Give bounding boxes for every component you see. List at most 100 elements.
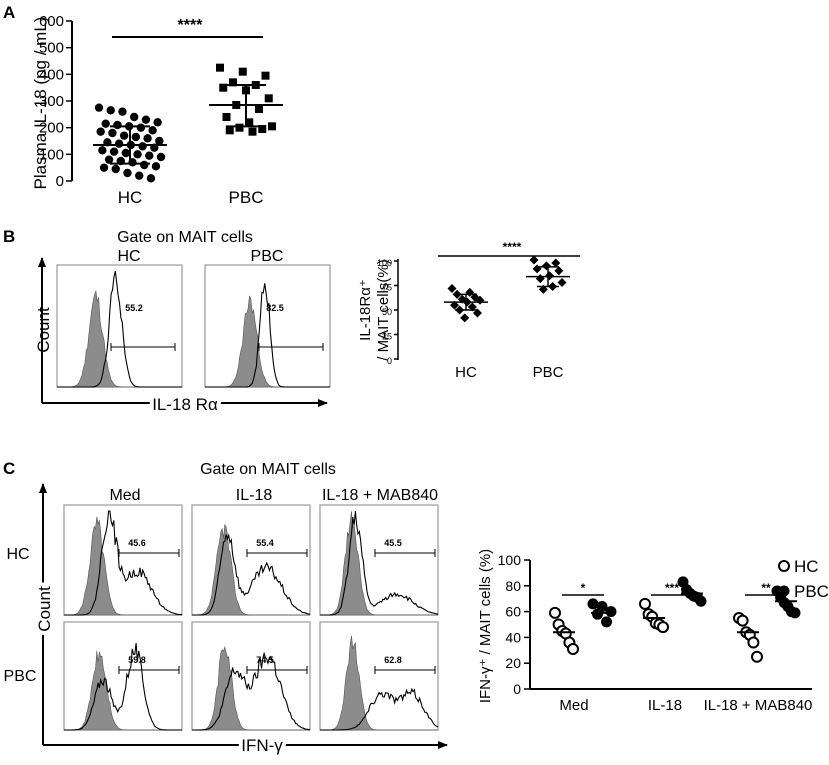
- gate-percent: 55.2: [125, 303, 143, 313]
- panel-a-category-hc: HC: [118, 188, 143, 207]
- gate-percent: 82.5: [266, 303, 284, 313]
- hc-point: [639, 597, 651, 610]
- pbc-point: [264, 94, 273, 103]
- hc-point: [657, 621, 669, 634]
- hc-point: [109, 147, 119, 156]
- hc-point: [114, 139, 124, 148]
- panel-c-significance-med: *: [581, 581, 586, 595]
- control-histogram: [320, 635, 438, 731]
- histogram-frame: [319, 621, 439, 731]
- pbc-point: [248, 127, 257, 136]
- y-tick-label: 40: [505, 629, 521, 645]
- pbc-point: [255, 105, 263, 113]
- panel-a-y-label: Plasma IL-18 (pg / mL): [31, 17, 50, 190]
- pbc-point: [557, 278, 567, 288]
- hc-point: [108, 128, 117, 138]
- legend-label-pbc: PBC: [794, 582, 829, 601]
- panel-c-histograms: Gate on MAIT cells Med IL-18 IL-18 + MAB…: [4, 461, 448, 759]
- panel-label-b: B: [3, 227, 15, 246]
- panel-a-significance: ****: [178, 17, 204, 34]
- hc-point: [146, 174, 156, 183]
- panel-c-legend: HC PBC: [778, 557, 829, 601]
- pbc-point: [535, 274, 545, 284]
- pbc-point: [545, 271, 555, 281]
- panel-c-significance-il18: ***: [665, 581, 679, 595]
- pbc-point: [695, 595, 707, 607]
- hc-point: [104, 155, 114, 164]
- panel-c-points: [549, 576, 801, 663]
- pbc-point: [235, 123, 244, 132]
- panel-b-hist-label-pbc: PBC: [251, 248, 284, 265]
- pbc-point: [605, 606, 617, 618]
- panel-b-histogram-pbc: 82.5: [204, 264, 331, 388]
- control-histogram: [192, 523, 310, 616]
- histogram-frame: [63, 504, 183, 616]
- hc-point: [460, 313, 470, 323]
- hc-point: [123, 168, 132, 178]
- panel-b-x-label: IL-18 Rα: [152, 395, 218, 414]
- panel-b-scatter-chart: 0 25 50 75 100 IL-18Rα⁺ / MAIT cells(%) HC P…: [357, 240, 580, 381]
- pbc-point: [245, 118, 254, 127]
- hc-point: [138, 142, 147, 151]
- panel-c-histogram-hc-mab840: 45.5: [319, 504, 439, 616]
- y-tick-label: 500: [39, 40, 64, 57]
- pbc-point: [554, 266, 564, 276]
- hc-point: [136, 123, 146, 132]
- pbc-point: [529, 255, 539, 265]
- panel-c-y-ticks: 0 20 40 60 80 100: [498, 552, 530, 697]
- hc-point: [153, 118, 162, 127]
- hc-point: [151, 162, 161, 171]
- panel-a-y-ticks: 0 100 200 300 400 500 600: [39, 13, 72, 190]
- y-tick-label: 100: [39, 146, 64, 163]
- hc-point: [118, 107, 127, 116]
- pbc-point: [229, 78, 237, 87]
- panel-c-histogram-pbc-il18: 74.5: [191, 621, 311, 731]
- sample-histogram: [64, 643, 182, 731]
- panel-a-chart: 0 100 200 300 400 500 600 Plasma IL-18 (pg / m…: [31, 13, 283, 207]
- panel-c-gate-title: Gate on MAIT cells: [200, 461, 336, 478]
- sample-histogram: [192, 533, 311, 616]
- panel-c-group-mab840: IL-18 + MAB840: [704, 697, 813, 714]
- pbc-point: [216, 63, 224, 72]
- hc-point: [736, 614, 749, 627]
- hc-point: [121, 148, 131, 158]
- panel-b-points: [444, 255, 570, 323]
- y-tick-label: 0: [387, 356, 392, 366]
- hc-point: [98, 146, 107, 155]
- panel-c-col-med: Med: [109, 487, 140, 504]
- hc-point: [119, 131, 129, 140]
- hc-point: [567, 643, 579, 656]
- y-tick-label: 0: [56, 173, 64, 190]
- pbc-point: [587, 598, 599, 610]
- panel-b-hist-label-hc: HC: [117, 248, 140, 265]
- panel-a-points: [93, 63, 283, 183]
- histogram-frame: [191, 621, 311, 731]
- hc-point: [131, 132, 141, 142]
- hc-point: [148, 126, 157, 135]
- hc-point: [111, 164, 120, 174]
- hc-point: [156, 152, 166, 162]
- hc-point: [549, 606, 561, 619]
- panel-c-count-label: Count: [35, 586, 54, 632]
- sample-histogram: [320, 510, 439, 616]
- gate-percent: 45.5: [384, 538, 402, 548]
- panel-b-category-hc: HC: [455, 364, 477, 381]
- hc-point: [133, 150, 142, 159]
- y-tick-label: 20: [505, 655, 521, 671]
- panel-b-histogram-hc: 55.2: [56, 264, 183, 388]
- panel-label-c: C: [3, 459, 15, 478]
- panel-c-histogram-pbc-mab840: 62.8: [319, 621, 439, 731]
- hc-point: [94, 103, 104, 112]
- gate-percent: 45.6: [128, 538, 146, 548]
- pbc-point: [551, 258, 561, 268]
- panel-a-category-pbc: PBC: [229, 188, 264, 207]
- legend-marker-hc: [778, 560, 790, 572]
- panel-label-a: A: [3, 3, 15, 22]
- panel-c-group-med: Med: [559, 697, 588, 714]
- histogram-frame: [56, 264, 183, 388]
- hc-point: [143, 134, 152, 143]
- panel-c-scatter-chart: 0 20 40 60 80 100 IFN-γ⁺ / MAIT cells (%) Med…: [477, 549, 829, 714]
- y-tick-label: 50: [382, 307, 392, 317]
- panel-c-row-pbc: PBC: [4, 668, 37, 685]
- pbc-point: [225, 126, 234, 135]
